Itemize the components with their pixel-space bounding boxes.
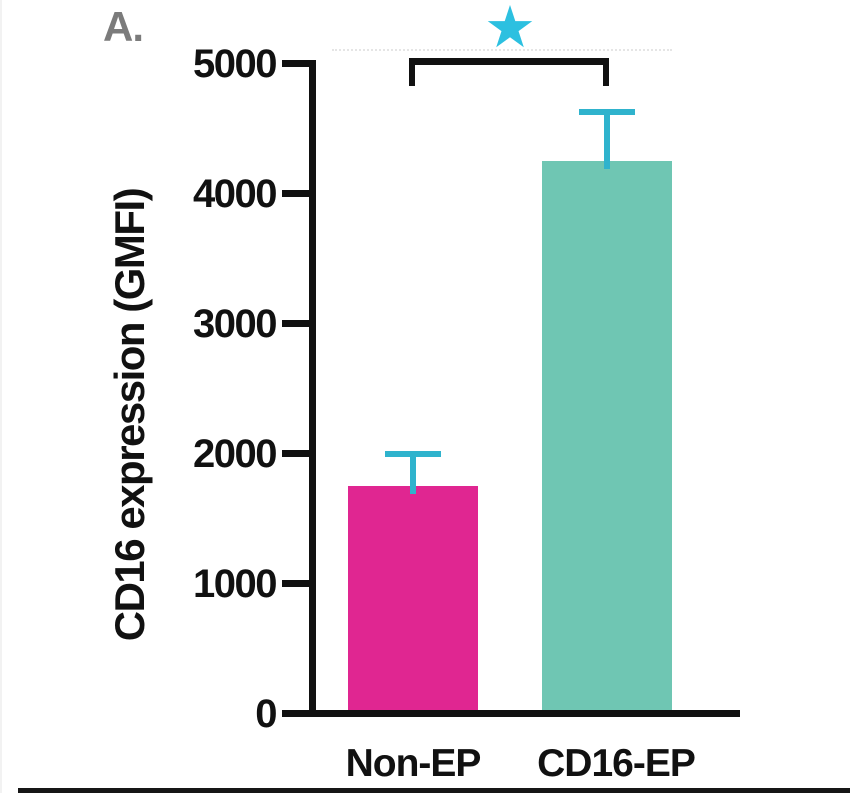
significance-star-icon: ★: [484, 0, 536, 60]
x-axis-label-non-ep: Non-EP: [345, 742, 482, 785]
left-edge-artifact: [0, 0, 2, 793]
bar-non-ep: [347, 486, 478, 717]
significance-bracket: [409, 58, 609, 86]
y-axis-tick-label: 1000: [193, 561, 277, 606]
faint-dotted-line: [332, 49, 672, 51]
y-axis-tick-label: 5000: [193, 41, 277, 86]
y-axis-tick: [282, 580, 309, 587]
error-bar-cap-non-ep: [384, 450, 441, 457]
panel-label: A.: [103, 3, 144, 50]
y-axis-tick: [282, 450, 309, 457]
bottom-crop-strip: [18, 788, 850, 793]
y-axis-tick: [282, 190, 309, 197]
y-axis-tick-label: 0: [255, 691, 277, 736]
error-bar-stem-cd16-ep: [603, 111, 610, 169]
bar-cd16-ep: [541, 161, 672, 717]
y-axis-tick-label: 3000: [193, 301, 277, 346]
error-bar-cap-cd16-ep: [578, 108, 635, 115]
y-axis-line: [309, 60, 316, 717]
y-axis-tick-label: 2000: [193, 431, 277, 476]
error-bar-stem-non-ep: [409, 453, 416, 494]
x-axis-line: [282, 710, 740, 717]
x-axis-label-cd16-ep: CD16-EP: [537, 742, 696, 785]
y-axis-tick-label: 4000: [193, 171, 277, 216]
y-axis-tick: [282, 320, 309, 327]
y-axis-tick: [282, 60, 309, 67]
